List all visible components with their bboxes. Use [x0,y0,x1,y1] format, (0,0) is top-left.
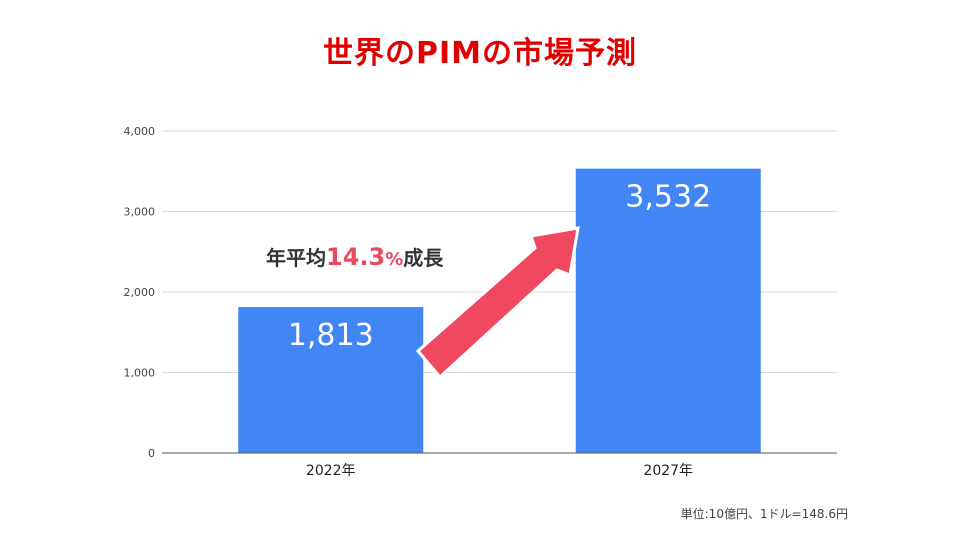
y-tick-label: 4,000 [124,125,156,138]
chart-title: 世界のPIMの市場予測 [322,36,637,71]
y-tick-label: 1,000 [124,367,156,380]
x-tick-label: 2022年 [306,463,356,479]
growth-arrow [415,226,580,380]
bar-value-label: 1,813 [288,318,374,353]
growth-annotation: 年平均14.3%成長 [266,243,444,271]
y-axis-ticks: 0 1,000 2,000 3,000 4,000 [124,125,156,460]
growth-value: 14.3 [326,243,385,271]
growth-unit: % [385,249,403,270]
x-axis-ticks: 2022年 2027年 [306,463,693,479]
y-tick-label: 2,000 [124,286,156,299]
growth-prefix: 年平均 [266,246,326,270]
bars: 1,813 3,532 [238,168,761,453]
bar-value-label: 3,532 [625,180,711,215]
bar [575,168,761,453]
bar [238,307,424,453]
y-tick-label: 0 [148,447,155,460]
y-tick-label: 3,000 [124,206,156,219]
unit-note: 単位:10億円、1ドル=148.6円 [680,507,848,521]
x-tick-label: 2027年 [643,463,693,479]
growth-suffix: 成長 [403,246,444,270]
